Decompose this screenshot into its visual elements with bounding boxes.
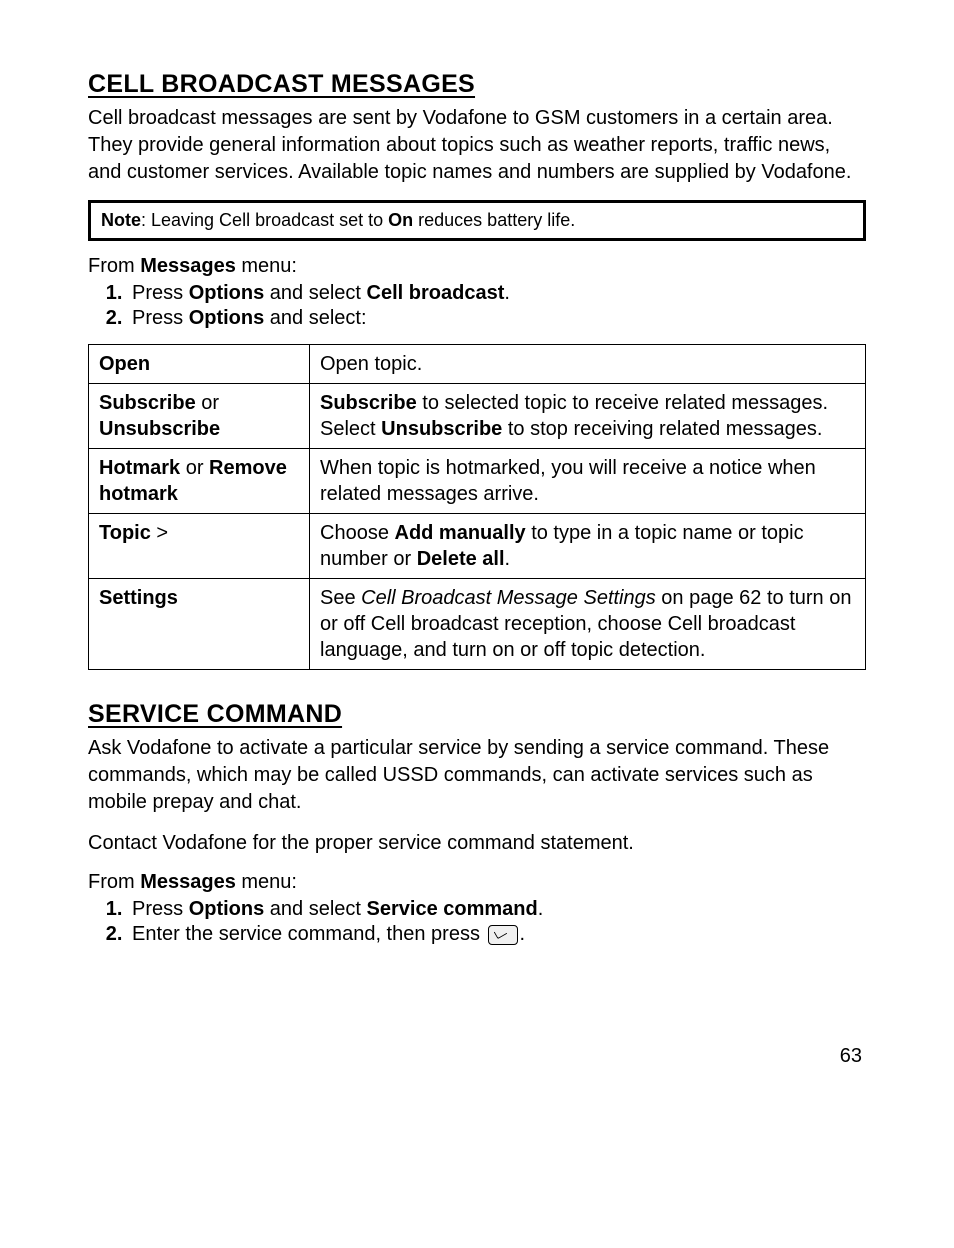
page-number: 63 — [840, 1045, 862, 1068]
send-icon — [488, 925, 518, 945]
options-table-body: OpenOpen topic.Subscribe or UnsubscribeS… — [89, 345, 866, 670]
table-row: Subscribe or UnsubscribeSubscribe to sel… — [89, 384, 866, 449]
option-label: Subscribe or Unsubscribe — [89, 384, 310, 449]
heading-service-command: SERVICE COMMAND — [88, 700, 866, 729]
table-row: Topic >Choose Add manually to type in a … — [89, 514, 866, 579]
note-label: Note — [101, 210, 141, 230]
note-box: Note: Leaving Cell broadcast set to On r… — [88, 200, 866, 241]
option-label: Topic > — [89, 514, 310, 579]
option-description: When topic is hotmarked, you will receiv… — [310, 449, 866, 514]
manual-page: CELL BROADCAST MESSAGES Cell broadcast m… — [0, 0, 954, 1118]
step-1-2: Press Options and select: — [128, 307, 866, 330]
table-row: SettingsSee Cell Broadcast Message Setti… — [89, 579, 866, 670]
steps-list-2: Press Options and select Service command… — [88, 898, 866, 946]
intro-service-command: Ask Vodafone to activate a particular se… — [88, 735, 866, 816]
heading-cell-broadcast: CELL BROADCAST MESSAGES — [88, 70, 866, 99]
option-description: Open topic. — [310, 345, 866, 384]
from-messages-2: From Messages menu: — [88, 871, 866, 894]
option-label: Open — [89, 345, 310, 384]
steps-list-1: Press Options and select Cell broadcast.… — [88, 282, 866, 330]
note-on: On — [388, 210, 413, 230]
option-description: Subscribe to selected topic to receive r… — [310, 384, 866, 449]
option-label: Settings — [89, 579, 310, 670]
note-text-2: reduces battery life. — [413, 210, 575, 230]
step-2-1: Press Options and select Service command… — [128, 898, 866, 921]
options-table: OpenOpen topic.Subscribe or UnsubscribeS… — [88, 344, 866, 670]
note-text-1: : Leaving Cell broadcast set to — [141, 210, 388, 230]
intro-cell-broadcast: Cell broadcast messages are sent by Voda… — [88, 105, 866, 186]
table-row: Hotmark or Remove hotmarkWhen topic is h… — [89, 449, 866, 514]
step-1-1: Press Options and select Cell broadcast. — [128, 282, 866, 305]
option-label: Hotmark or Remove hotmark — [89, 449, 310, 514]
table-row: OpenOpen topic. — [89, 345, 866, 384]
contact-line: Contact Vodafone for the proper service … — [88, 830, 866, 857]
option-description: See Cell Broadcast Message Settings on p… — [310, 579, 866, 670]
step-2-2: Enter the service command, then press . — [128, 923, 866, 946]
from-messages-1: From Messages menu: — [88, 255, 866, 278]
option-description: Choose Add manually to type in a topic n… — [310, 514, 866, 579]
